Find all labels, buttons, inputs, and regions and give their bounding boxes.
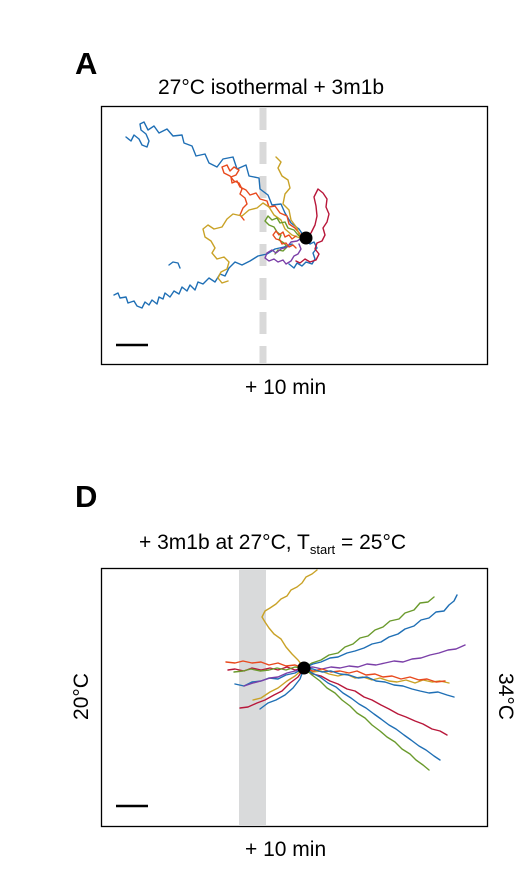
panel-d-track-red-right <box>304 668 447 735</box>
panel-d-title-subscript: start <box>310 542 335 557</box>
panel-d-title: + 3m1b at 27°C, Tstart = 25°C <box>139 532 406 553</box>
panel-d-caption: + 10 min <box>245 839 326 860</box>
panel-d-track-purple-up <box>304 645 465 669</box>
panel-d-title-suffix: = 25°C <box>335 531 406 554</box>
panel-a-trajectories <box>114 122 329 308</box>
panel-a-track-red-cluster <box>273 231 296 248</box>
panel-d-frame <box>102 569 488 827</box>
panel-d-origin-marker <box>298 662 311 675</box>
panel-a-track-blue-3 <box>289 240 317 268</box>
panel-d-track-green-up <box>304 597 434 668</box>
panel-d-right-label: 34°C <box>495 673 516 720</box>
panel-a-origin-marker <box>300 232 313 245</box>
panel-d-letter: D <box>75 481 97 512</box>
panel-a-caption: + 10 min <box>245 377 326 398</box>
panel-d-title-prefix: + 3m1b at 27°C, T <box>139 531 310 554</box>
panel-a-track-crimson <box>296 189 329 263</box>
panel-d-track-gold-up <box>262 570 317 668</box>
panel-d-left-label: 20°C <box>71 673 92 720</box>
